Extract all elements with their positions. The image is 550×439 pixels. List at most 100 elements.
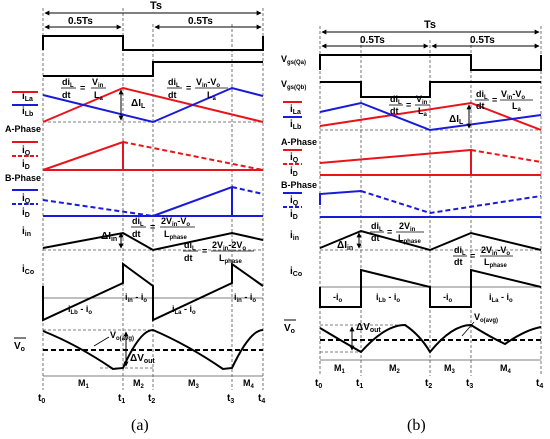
panel-a-di-fall-eq: diL dt = Vin-Vo La bbox=[167, 77, 228, 102]
panel-b-gate-qa bbox=[319, 54, 542, 71]
panel-a-iin-rise-eq: diL dt = 2Vin-Vo Lphase bbox=[131, 216, 195, 241]
panel-a-ico-seg4: iin - io bbox=[234, 292, 256, 304]
panel-b-ico-wave bbox=[319, 268, 542, 308]
panel-a-t4: t4 bbox=[258, 393, 265, 405]
panel-a-ico-seg3: iLa - io bbox=[172, 304, 196, 316]
panel-a-delta-il-label: ΔIL bbox=[131, 98, 146, 110]
svg-text:2Vin: 2Vin bbox=[399, 221, 416, 233]
panel-a-iin-label: iin bbox=[22, 226, 31, 238]
panel-b-id-a-label: iD bbox=[290, 166, 298, 178]
svg-text:Vin-Vo: Vin-Vo bbox=[196, 77, 220, 89]
panel-a-il-a-label: iLa bbox=[22, 91, 33, 103]
svg-text:La: La bbox=[207, 90, 217, 102]
panel-b-vgs-qb-label: Vgs(Qb) bbox=[281, 79, 306, 91]
svg-text:La: La bbox=[512, 101, 522, 113]
svg-text:dt: dt bbox=[454, 257, 463, 267]
svg-text:=: = bbox=[202, 246, 207, 256]
panel-a-b-phase-label: B-Phase bbox=[5, 173, 41, 183]
svg-text:La: La bbox=[94, 90, 104, 102]
panel-a-id-b-label: iD bbox=[22, 207, 30, 219]
panel-b-t2: t2 bbox=[425, 378, 432, 390]
panel-a-a-phase-label: A-Phase bbox=[5, 124, 41, 134]
panel-b-t3: t3 bbox=[466, 378, 473, 390]
panel-a-il-b-label: iLb bbox=[22, 106, 33, 118]
panel-b-id-b-label: iD bbox=[290, 209, 298, 221]
panel-b-t0: t0 bbox=[315, 378, 322, 390]
panel-a-iin-fall-eq: diL dt = 2Vin-2Vo Lphase bbox=[183, 240, 254, 265]
svg-text:Lphase: Lphase bbox=[164, 229, 188, 241]
panel-b-gate-qb bbox=[320, 81, 541, 98]
svg-text:dt: dt bbox=[371, 233, 380, 243]
panel-a-delta-vout-label: ΔVout bbox=[130, 353, 155, 365]
panel-a-b-phase-wave bbox=[152, 185, 233, 217]
panel-a: Ts 0.5Ts 0.5Ts iLa iLb ΔIL diL dt = Vin … bbox=[5, 0, 265, 405]
panel-b-a-phase-wave bbox=[319, 148, 472, 175]
svg-text:diL: diL bbox=[132, 216, 144, 228]
svg-text:Lphase: Lphase bbox=[484, 257, 508, 269]
panel-b-a-phase-diode-wave bbox=[470, 149, 542, 163]
svg-text:diL: diL bbox=[184, 240, 196, 252]
panel-a-il-a-wave bbox=[42, 86, 264, 123]
panel-b-mode-1: M1 bbox=[334, 363, 346, 375]
svg-text:Lphase: Lphase bbox=[398, 233, 422, 245]
panel-a-half2-label: 0.5Ts bbox=[188, 16, 213, 27]
panel-b-half1-label: 0.5Ts bbox=[360, 35, 385, 46]
svg-text:dt: dt bbox=[62, 90, 71, 100]
panel-a-mode-1: M1 bbox=[78, 378, 90, 390]
panel-b-iin-wave bbox=[319, 229, 542, 252]
panel-a-t3: t3 bbox=[227, 393, 234, 405]
panel-b-delta-iin-label: ΔIin bbox=[337, 240, 353, 252]
svg-text:2Vin-Vo: 2Vin-Vo bbox=[161, 216, 190, 228]
panel-b: Ts 0.5Ts 0.5Ts Vgs(Qa) Vgs(Qb) iLa iLb Δ… bbox=[281, 19, 543, 390]
panel-b-ico-seg4: iLa - io bbox=[489, 292, 513, 304]
panel-a-ico-seg2: iin - io bbox=[125, 292, 147, 304]
panel-a-iq-b-label: iQ bbox=[22, 193, 31, 205]
svg-text:2Vin-Vo: 2Vin-Vo bbox=[481, 245, 510, 257]
panel-a-b-phase-diode-wave bbox=[42, 199, 154, 217]
panel-a-vo-wave bbox=[42, 328, 264, 371]
svg-text:=: = bbox=[470, 251, 475, 261]
panel-b-iin-fall-eq: diL dt = 2Vin-Vo Lphase bbox=[453, 245, 513, 269]
panel-b-ico-seg3: -io bbox=[443, 292, 453, 304]
panel-b-il-a-label: iLa bbox=[290, 104, 301, 116]
panel-a-period-label: Ts bbox=[150, 0, 162, 12]
panel-b-half2-label: 0.5Ts bbox=[470, 35, 495, 46]
panel-b-il-b-wave bbox=[319, 101, 542, 132]
panel-b-di-rise-eq: diL dt = Vin La bbox=[389, 94, 430, 118]
svg-text:Vin: Vin bbox=[416, 94, 428, 106]
panel-a-iq-a-label: iQ bbox=[22, 145, 31, 157]
panel-b-ico-seg2: iLb - io bbox=[376, 292, 400, 304]
panel-a-id-a-label: iD bbox=[22, 159, 30, 171]
panel-b-t1: t1 bbox=[356, 378, 363, 390]
panel-b-t4: t4 bbox=[536, 378, 543, 390]
panel-b-b-phase-wave bbox=[319, 190, 362, 205]
svg-text:Vin: Vin bbox=[92, 77, 104, 89]
panel-a-delta-iin-label: ΔIin bbox=[101, 231, 117, 243]
panel-b-b-phase-label: B-Phase bbox=[281, 180, 317, 190]
panel-b-iin-label: iin bbox=[290, 230, 299, 242]
svg-text:Lphase: Lphase bbox=[219, 253, 243, 265]
panel-a-t1: t1 bbox=[118, 393, 125, 405]
svg-text:=: = bbox=[406, 100, 411, 110]
panel-a-a-phase-wave bbox=[42, 140, 124, 171]
panel-a-ico-seg1: iLb - io bbox=[68, 304, 92, 316]
panel-b-iin-rise-eq: diL dt = 2Vin Lphase bbox=[370, 221, 424, 245]
svg-text:2Vin-2Vo: 2Vin-2Vo bbox=[212, 240, 246, 252]
caption-b: (b) bbox=[407, 417, 426, 434]
panel-a-gate-qa bbox=[42, 35, 264, 51]
panel-b-mode-3: M3 bbox=[444, 363, 456, 375]
svg-text:=: = bbox=[186, 83, 191, 93]
svg-text:diL: diL bbox=[62, 77, 74, 89]
panel-b-ico-label: iCo bbox=[290, 266, 302, 278]
panel-a-half1-label: 0.5Ts bbox=[68, 16, 93, 27]
panel-b-b-phase-diode-wave bbox=[360, 190, 542, 215]
panel-b-vo-label: Vo bbox=[284, 323, 295, 335]
panel-a-mode-2: M2 bbox=[133, 378, 145, 390]
svg-text:dt: dt bbox=[390, 106, 399, 116]
panel-a-ico-label: iCo bbox=[22, 264, 34, 276]
panel-a-mode-3: M3 bbox=[188, 378, 200, 390]
panel-b-delta-vout-label: ΔVout bbox=[356, 322, 381, 334]
panel-b-vo-avg-label: Vo(avg) bbox=[474, 312, 498, 324]
svg-text:=: = bbox=[387, 227, 392, 237]
panel-a-vo-label: Vo bbox=[14, 341, 25, 353]
